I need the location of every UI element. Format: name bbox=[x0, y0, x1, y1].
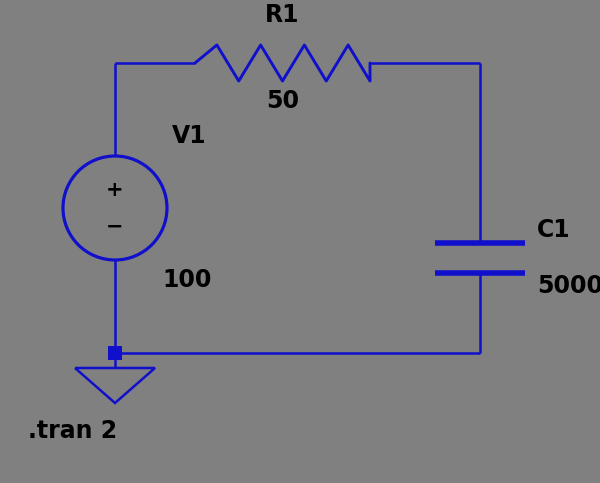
Text: 5000μ: 5000μ bbox=[537, 274, 600, 298]
Text: V1: V1 bbox=[172, 124, 206, 148]
Text: 50: 50 bbox=[266, 89, 299, 113]
Text: R1: R1 bbox=[265, 3, 300, 27]
Text: +: + bbox=[106, 180, 124, 200]
Text: 100: 100 bbox=[162, 268, 211, 292]
Text: C1: C1 bbox=[537, 218, 571, 242]
Text: .tran 2: .tran 2 bbox=[28, 419, 117, 443]
Text: −: − bbox=[106, 216, 124, 236]
